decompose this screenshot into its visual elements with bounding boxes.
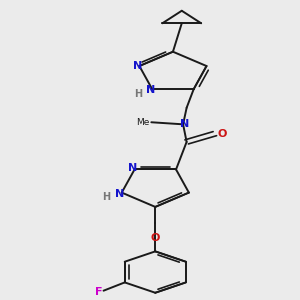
Text: N: N bbox=[180, 119, 190, 129]
Text: N: N bbox=[115, 189, 124, 199]
Text: Me: Me bbox=[136, 118, 150, 127]
Text: O: O bbox=[217, 129, 226, 139]
Text: N: N bbox=[128, 164, 137, 173]
Text: O: O bbox=[151, 233, 160, 243]
Text: N: N bbox=[146, 85, 155, 95]
Text: N: N bbox=[133, 61, 142, 71]
Text: H: H bbox=[102, 192, 110, 202]
Text: H: H bbox=[134, 89, 142, 99]
Text: F: F bbox=[94, 287, 102, 297]
